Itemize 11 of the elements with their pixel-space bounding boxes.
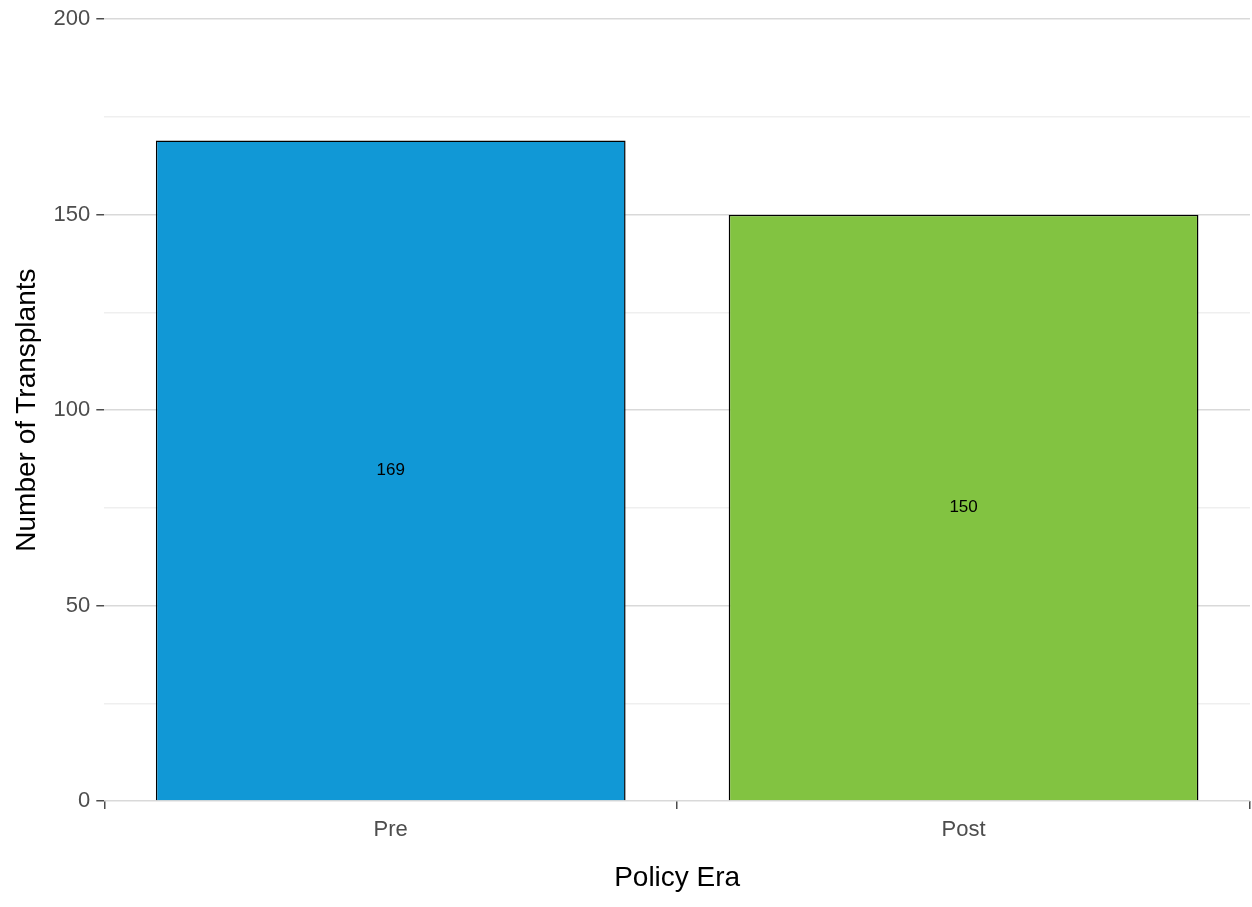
y-tick-label: 150 xyxy=(53,200,91,226)
x-tick-label: Pre xyxy=(373,816,408,842)
data-label: 150 xyxy=(949,497,978,517)
x-axis-title: Policy Era xyxy=(614,860,741,892)
x-tick-label: Post xyxy=(941,816,986,842)
y-tick-label: 50 xyxy=(65,591,91,617)
y-axis-title: Number of Transplants xyxy=(9,268,41,552)
y-tick-label: 0 xyxy=(78,787,91,813)
data-label: 169 xyxy=(376,460,405,479)
y-tick-label: 100 xyxy=(53,396,91,422)
y-tick-label: 200 xyxy=(53,5,91,31)
